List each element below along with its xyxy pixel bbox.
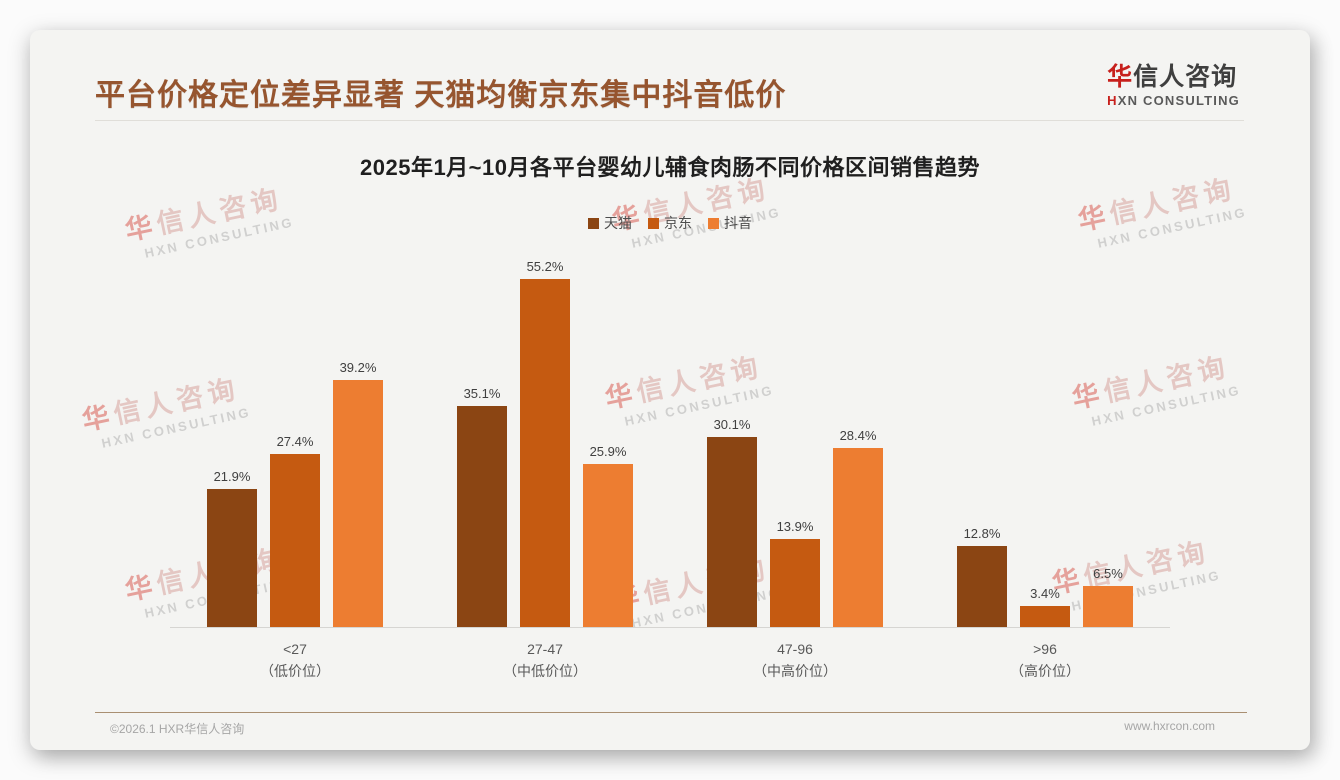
slide-card: 华信人咨询 HXN CONSULTING 华信人咨询 HXN CONSULTING … — [30, 30, 1310, 750]
footer-divider — [95, 712, 1247, 713]
bar-value-label: 30.1% — [713, 417, 751, 432]
bar-天猫 — [707, 437, 757, 627]
bar-wrap: 28.4% — [833, 428, 883, 627]
bar-天猫 — [957, 546, 1007, 627]
legend-label: 抖音 — [724, 215, 752, 231]
chart-legend: 天猫 京东 抖音 — [30, 213, 1310, 233]
legend-swatch-icon — [708, 217, 719, 229]
bar-group: 21.9% 27.4% 39.2% <27 （低价位） — [170, 250, 420, 682]
bar-group: 12.8% 3.4% 6.5% >96 （高价位） — [920, 250, 1170, 682]
legend-item-1: 京东 — [648, 213, 692, 233]
bar-wrap: 39.2% — [333, 360, 383, 627]
bar-value-label: 25.9% — [589, 444, 627, 459]
bar-value-label: 3.4% — [1030, 586, 1060, 601]
bar-value-label: 35.1% — [463, 386, 501, 401]
bar-京东 — [1020, 606, 1070, 627]
category-label: 47-96 （中高价位） — [753, 641, 837, 679]
legend-label: 京东 — [664, 215, 692, 231]
bar-value-label: 39.2% — [339, 360, 377, 375]
bar-value-label: 6.5% — [1093, 566, 1123, 581]
bar-抖音 — [833, 448, 883, 627]
bar-group: 35.1% 55.2% 25.9% 27-47 （中低价位） — [420, 250, 670, 682]
bar-value-label: 27.4% — [276, 434, 314, 449]
bar-wrap: 55.2% — [520, 259, 570, 627]
logo-cn-text: 华信人咨询 — [1107, 63, 1238, 91]
legend-swatch-icon — [588, 217, 599, 229]
bar-value-label: 12.8% — [963, 526, 1001, 541]
bar-value-label: 55.2% — [526, 259, 564, 274]
legend-swatch-icon — [648, 217, 659, 229]
bar-value-label: 21.9% — [213, 469, 251, 484]
bar-wrap: 21.9% — [207, 469, 257, 627]
bar-wrap: 13.9% — [770, 519, 820, 627]
copyright-text: ©2026.1 HXR华信人咨询 — [110, 722, 245, 736]
bar-天猫 — [457, 406, 507, 627]
bar-wrap: 3.4% — [1020, 586, 1070, 627]
bar-抖音 — [1083, 586, 1133, 627]
category-label: >96 （高价位） — [1010, 641, 1080, 679]
bar-value-label: 28.4% — [839, 428, 877, 443]
bar-抖音 — [583, 464, 633, 627]
bar-wrap: 27.4% — [270, 434, 320, 627]
bar-chart-plot: 21.9% 27.4% 39.2% <27 （低价位） 35.1% 55.2% 25.9% 27… — [170, 250, 1170, 682]
logo-en-text: HXN CONSULTING — [1107, 92, 1240, 108]
category-label: <27 （低价位） — [260, 641, 330, 679]
company-logo: 华信人咨询 HXN CONSULTING — [1107, 63, 1240, 108]
category-label: 27-47 （中低价位） — [503, 641, 587, 679]
legend-label: 天猫 — [604, 215, 632, 231]
bar-京东 — [520, 279, 570, 627]
chart-title: 2025年1月~10月各平台婴幼儿辅食肉肠不同价格区间销售趋势 — [360, 155, 980, 180]
bar-wrap: 12.8% — [957, 526, 1007, 627]
legend-item-0: 天猫 — [588, 213, 632, 233]
legend-item-2: 抖音 — [708, 213, 752, 233]
bar-wrap: 35.1% — [457, 386, 507, 627]
bar-wrap: 25.9% — [583, 444, 633, 627]
bar-wrap: 30.1% — [707, 417, 757, 627]
page-title: 平台价格定位差异显著 天猫均衡京东集中抖音低价 — [95, 79, 787, 112]
bar-京东 — [270, 454, 320, 627]
bar-value-label: 13.9% — [776, 519, 814, 534]
bar-京东 — [770, 539, 820, 627]
header-divider — [95, 120, 1244, 121]
bar-group: 30.1% 13.9% 28.4% 47-96 （中高价位） — [670, 250, 920, 682]
bar-天猫 — [207, 489, 257, 627]
website-url: www.hxrcon.com — [1124, 719, 1215, 733]
bar-抖音 — [333, 380, 383, 627]
bar-wrap: 6.5% — [1083, 566, 1133, 627]
